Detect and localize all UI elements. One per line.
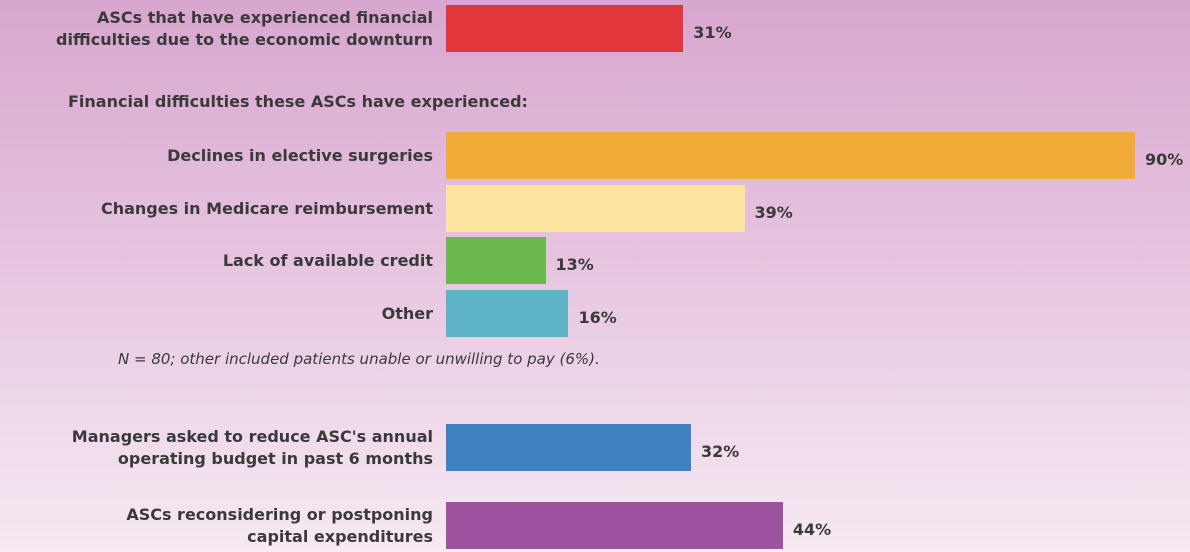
note: N = 80; other included patients unable o… [118, 350, 600, 368]
value-label: 16% [578, 307, 617, 327]
bar [446, 424, 691, 471]
category-label: Other [381, 303, 433, 323]
category-label: Changes in Medicare reimbursement [100, 198, 433, 218]
subtitle: Financial difficulties these ASCs have e… [68, 92, 528, 111]
category-label: ASCs reconsidering or postponing capital… [126, 504, 433, 546]
bar [446, 290, 569, 337]
value-label: 32% [700, 441, 740, 461]
category-label: ASCs that have experienced financial dif… [55, 7, 433, 49]
bar [446, 132, 1135, 179]
bar [446, 185, 745, 232]
bar [446, 5, 684, 52]
value-label: 39% [754, 202, 793, 222]
value-label: 31% [693, 22, 732, 42]
value-label: 90% [1144, 149, 1184, 169]
category-label: Managers asked to reduce ASC's annual op… [71, 426, 433, 468]
category-label: Lack of available credit [222, 250, 433, 270]
bar [446, 502, 783, 549]
category-label: Declines in elective surgeries [167, 145, 433, 165]
value-label: 13% [555, 254, 594, 274]
bar [446, 237, 546, 284]
value-label: 44% [792, 519, 832, 539]
